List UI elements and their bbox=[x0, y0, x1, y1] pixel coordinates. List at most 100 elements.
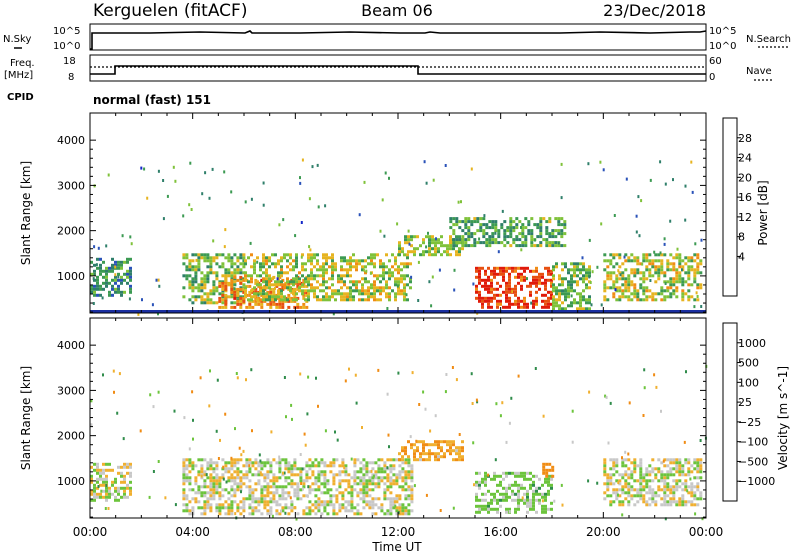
echo-cell bbox=[563, 232, 567, 236]
echo-cell bbox=[588, 268, 591, 272]
echo-cell bbox=[274, 265, 277, 269]
echo-cell bbox=[547, 477, 550, 481]
echo-cell bbox=[672, 283, 676, 287]
echo-cell bbox=[517, 498, 520, 502]
echo-cell bbox=[259, 286, 262, 290]
echo-cell bbox=[305, 305, 309, 309]
echo-cell bbox=[242, 482, 246, 486]
echo-cell bbox=[627, 274, 631, 278]
echo-cell bbox=[666, 458, 670, 462]
echo-cell bbox=[194, 479, 198, 483]
echo-cell bbox=[428, 280, 431, 284]
echo-cell bbox=[651, 491, 655, 495]
echo-cell bbox=[612, 256, 616, 260]
echo-cell bbox=[558, 292, 561, 296]
echo-cell bbox=[123, 486, 126, 490]
echo-cell bbox=[263, 485, 267, 489]
echo-cell bbox=[230, 464, 234, 468]
echo-cell bbox=[669, 473, 673, 477]
echo-cell bbox=[266, 482, 270, 486]
echo-cell bbox=[645, 503, 649, 507]
echo-cell bbox=[560, 196, 563, 200]
echo-cell bbox=[515, 226, 519, 230]
echo-cell bbox=[588, 271, 591, 275]
echo-cell bbox=[386, 509, 390, 513]
echo-cell bbox=[286, 265, 289, 269]
echo-cell bbox=[545, 232, 549, 236]
echo-cell bbox=[455, 449, 458, 453]
echo-cell bbox=[403, 265, 406, 269]
echo-cell bbox=[227, 491, 231, 495]
echo-cell bbox=[108, 293, 111, 297]
echo-cell bbox=[464, 238, 468, 242]
echo-cell bbox=[633, 271, 637, 275]
echo-cell bbox=[645, 491, 649, 495]
echo-cell bbox=[526, 492, 529, 496]
echo-cell bbox=[449, 247, 452, 251]
echo-cell bbox=[621, 271, 625, 275]
echo-cell bbox=[254, 461, 258, 465]
echo-cell bbox=[624, 482, 628, 486]
echo-cell bbox=[302, 467, 306, 471]
echo-cell bbox=[401, 470, 405, 474]
echo-cell bbox=[363, 180, 366, 184]
echo-cell bbox=[120, 495, 123, 499]
echo-cell bbox=[209, 268, 213, 272]
echo-cell bbox=[395, 473, 399, 477]
echo-cell bbox=[612, 491, 616, 495]
echo-cell bbox=[254, 302, 258, 306]
echo-cell bbox=[117, 290, 120, 294]
echo-cell bbox=[539, 244, 543, 248]
echo-cell bbox=[108, 495, 111, 499]
echo-cell bbox=[259, 265, 262, 269]
echo-cell bbox=[182, 497, 186, 501]
echo-cell bbox=[487, 473, 490, 477]
velocity-heatmap bbox=[90, 364, 708, 521]
echo-cell bbox=[376, 253, 379, 257]
echo-cell bbox=[455, 250, 458, 254]
echo-cell bbox=[437, 241, 440, 245]
echo-cell bbox=[356, 491, 360, 495]
echo-cell bbox=[377, 479, 381, 483]
echo-cell bbox=[212, 470, 216, 474]
echo-cell bbox=[362, 482, 366, 486]
echo-cell bbox=[275, 488, 279, 492]
echo-cell bbox=[323, 482, 327, 486]
echo-cell bbox=[693, 268, 697, 272]
echo-cell bbox=[542, 471, 546, 475]
echo-cell bbox=[512, 229, 516, 233]
echo-cell bbox=[693, 491, 697, 495]
echo-cell bbox=[212, 494, 216, 498]
echo-cell bbox=[542, 468, 546, 472]
echo-cell bbox=[464, 226, 468, 230]
echo-cell bbox=[505, 293, 508, 297]
echo-cell bbox=[272, 290, 276, 294]
echo-cell bbox=[541, 305, 544, 309]
echo-cell bbox=[353, 458, 357, 462]
echo-cell bbox=[221, 298, 225, 302]
echo-cell bbox=[633, 479, 637, 483]
echo-cell bbox=[524, 226, 528, 230]
echo-cell bbox=[499, 293, 502, 297]
echo-cell bbox=[627, 458, 631, 462]
echo-cell bbox=[582, 295, 585, 299]
echo-cell bbox=[353, 506, 357, 510]
echo-cell bbox=[256, 298, 259, 302]
echo-cell bbox=[663, 482, 667, 486]
echo-cell bbox=[639, 286, 643, 290]
echo-cell bbox=[514, 474, 517, 478]
echo-cell bbox=[508, 296, 511, 300]
echo-cell bbox=[320, 482, 324, 486]
echo-cell bbox=[419, 253, 422, 257]
echo-cell bbox=[484, 483, 487, 487]
echo-cell bbox=[615, 280, 619, 284]
echo-cell bbox=[618, 277, 622, 281]
echo-cell bbox=[236, 470, 240, 474]
echo-cell bbox=[487, 284, 490, 288]
echo-cell bbox=[681, 280, 685, 284]
echo-cell bbox=[253, 259, 256, 263]
echo-cell bbox=[203, 259, 207, 263]
echo-cell bbox=[386, 476, 390, 480]
echo-cell bbox=[494, 458, 497, 462]
echo-cell bbox=[526, 504, 529, 508]
